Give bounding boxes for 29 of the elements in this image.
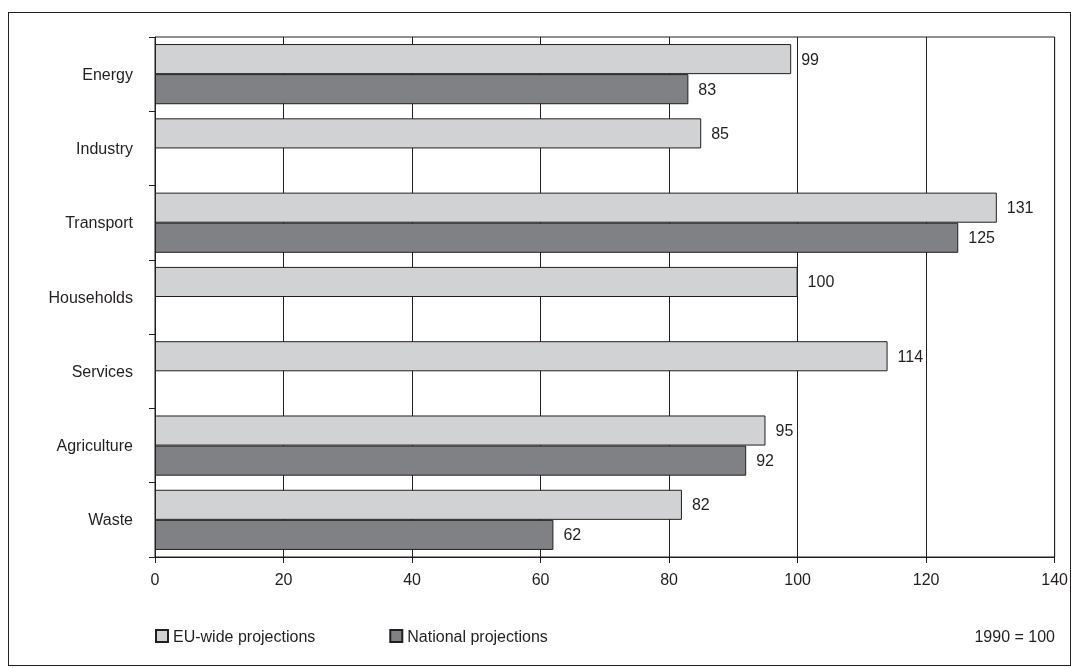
x-tick-label: 40 (403, 570, 422, 588)
x-tick-label: 140 (1041, 570, 1069, 588)
data-label: 85 (711, 124, 730, 142)
y-tick-label: Services (71, 362, 133, 380)
y-tick-label: Agriculture (56, 437, 134, 455)
legend-label: EU-wide projections (173, 627, 316, 645)
x-tick-label: 20 (274, 570, 293, 588)
y-tick-label: Households (48, 288, 133, 306)
x-tick-label: 0 (150, 570, 160, 588)
data-label: 83 (698, 80, 717, 98)
data-label: 95 (775, 422, 794, 440)
data-label: 92 (756, 452, 775, 470)
text: 1990 = 100 (974, 627, 1056, 645)
data-label: 82 (691, 496, 710, 514)
x-tick-label: 80 (660, 570, 679, 588)
y-tick-label: Transport (65, 214, 134, 232)
data-label: 99 (801, 50, 820, 68)
y-tick-label: Waste (88, 511, 134, 529)
x-tick-label: 100 (784, 570, 812, 588)
data-label: 131 (1006, 199, 1034, 217)
data-label: 62 (563, 526, 582, 544)
data-label: 125 (968, 229, 996, 247)
x-tick-label: 120 (912, 570, 940, 588)
y-tick-label: Energy (82, 65, 133, 83)
y-tick-label: Industry (76, 139, 133, 157)
x-tick-label: 60 (531, 570, 550, 588)
data-label: 100 (807, 273, 835, 291)
legend-label: National projections (407, 627, 548, 645)
data-label: 114 (897, 347, 924, 365)
